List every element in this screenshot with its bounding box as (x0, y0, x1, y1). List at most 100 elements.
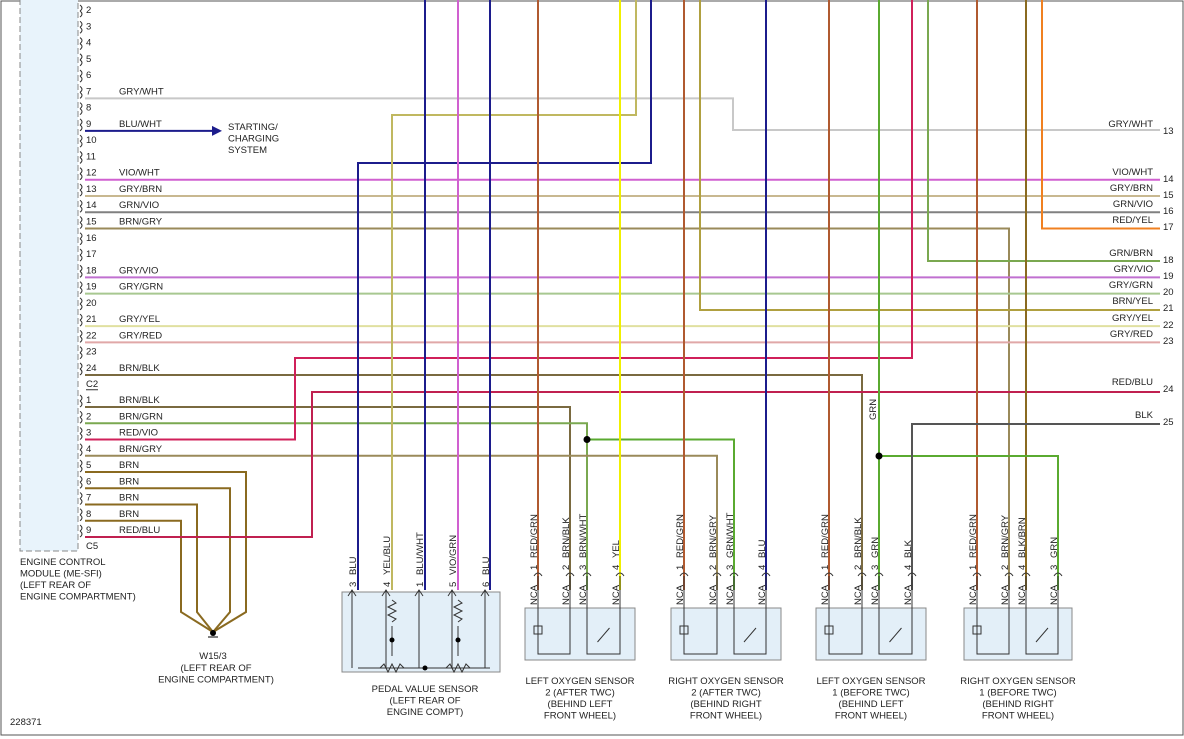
nca-label: NCA (870, 584, 881, 605)
pin-number: 2 (86, 411, 91, 422)
pin-number: 1 (675, 565, 686, 570)
connector-label: C2 (86, 379, 98, 390)
pin-connector (79, 443, 83, 457)
wire-label: BRN (119, 476, 139, 487)
pin-number: 3 (86, 428, 91, 439)
sensor-label: (BEHIND RIGHT (982, 699, 1053, 710)
pin-number: 3 (348, 582, 359, 587)
ecm-label: ENGINE COMPARTMENT) (20, 592, 136, 603)
wire (357, 0, 652, 590)
pin-number: 5 (86, 460, 91, 471)
wire-label: BRN/GRY (119, 217, 163, 228)
pin-number: 4 (86, 444, 91, 455)
pin-number: 17 (1163, 222, 1174, 233)
sensor-label: RIGHT OXYGEN SENSOR (960, 676, 1076, 687)
wire (879, 455, 1059, 590)
pin-number: 2 (853, 565, 864, 570)
pin-connector (347, 589, 357, 668)
wire (85, 391, 1160, 538)
wire-label: RED/BLU (119, 525, 160, 536)
wire-label: GRY/BRN (119, 184, 162, 195)
pin-number: 7 (86, 86, 91, 97)
pin-number: 3 (870, 565, 881, 570)
wire-label: BRN/BLK (561, 517, 572, 558)
nca-label: NCA (820, 584, 831, 605)
pin-connector (79, 85, 83, 99)
sensor-box (524, 607, 636, 661)
pin-number: 4 (382, 582, 393, 587)
junction (422, 665, 428, 671)
junction (455, 637, 461, 643)
pin-number: 2 (708, 565, 719, 570)
wire-label: BLK (903, 539, 914, 558)
wire-label: GRY/GRN (1109, 280, 1153, 291)
wire-label: RED/YEL (1112, 215, 1153, 226)
sensor-label: LEFT OXYGEN SENSOR (816, 676, 925, 687)
pin-connector (79, 151, 83, 164)
pin-connector (79, 508, 83, 522)
wire (85, 0, 913, 441)
pin-number: 4 (86, 38, 91, 49)
ground-label: (LEFT REAR OF (180, 663, 251, 674)
wire-label: GRN/VIO (119, 200, 159, 211)
arrow (212, 125, 222, 136)
pin-number: 4 (757, 565, 768, 570)
pin-number: 8 (86, 509, 91, 520)
wire-label: BRN/BLK (119, 363, 160, 374)
wire-label: BLK (1135, 410, 1154, 421)
sensor-label: 2 (AFTER TWC) (545, 688, 615, 699)
pin-number: 8 (86, 103, 91, 114)
pin-connector (79, 410, 83, 424)
pin-number: 6 (481, 582, 492, 587)
nca-label: NCA (578, 584, 589, 605)
wire (699, 0, 1160, 311)
pin-connector (874, 572, 884, 596)
wire (85, 503, 214, 633)
nca-label: NCA (1000, 584, 1011, 605)
pin-connector (79, 20, 83, 34)
pin-connector (79, 492, 83, 505)
pin-connector (79, 264, 83, 278)
wire (85, 487, 231, 633)
pin-number: 20 (86, 298, 97, 309)
pin-number: 20 (1163, 287, 1174, 298)
wire-label: BRN/GRY (119, 444, 163, 455)
pin-number: 14 (86, 200, 97, 211)
sensor-label: (BEHIND LEFT (548, 699, 613, 710)
pin-number: 9 (86, 119, 91, 130)
wire-label: GRN/WHT (725, 512, 736, 558)
pin-number: 15 (86, 217, 97, 228)
pin-number: 19 (1163, 271, 1174, 282)
sensor-box (815, 607, 927, 661)
ground-label: ENGINE COMPARTMENT) (158, 675, 274, 686)
pin-connector (972, 572, 982, 596)
pin-number: 10 (86, 135, 97, 146)
wire (911, 423, 1160, 590)
pin-number: 23 (1163, 336, 1174, 347)
wire-label: BRN/BLK (119, 395, 160, 406)
pin-number: 6 (86, 476, 91, 487)
wire-label: GRY/GRN (119, 282, 163, 293)
pin-number: 4 (611, 565, 622, 570)
pin-number: 3 (578, 565, 589, 570)
pin-number: 21 (86, 314, 97, 325)
sensor-label: LEFT OXYGEN SENSOR (525, 676, 634, 687)
wire-label: GRY/YEL (119, 314, 160, 325)
wire (85, 454, 718, 590)
pin-number: 17 (86, 249, 97, 260)
pin-connector (1004, 572, 1014, 596)
pin-connector (79, 134, 83, 148)
wire-label: RED/GRN (675, 514, 686, 558)
sensor-label: 1 (BEFORE TWC) (832, 688, 909, 699)
pin-number: 11 (86, 151, 96, 162)
splice (583, 436, 591, 443)
nca-label: NCA (1017, 584, 1028, 605)
nca-label: NCA (1049, 584, 1060, 605)
wire-label: RED/VIO (119, 428, 158, 439)
wire-label: VIO/GRN (448, 535, 459, 575)
destination-label: CHARGING (228, 134, 279, 145)
pin-connector (79, 53, 83, 67)
nca-label: NCA (757, 584, 768, 605)
pin-connector (79, 281, 83, 294)
pin-connector (533, 572, 543, 596)
